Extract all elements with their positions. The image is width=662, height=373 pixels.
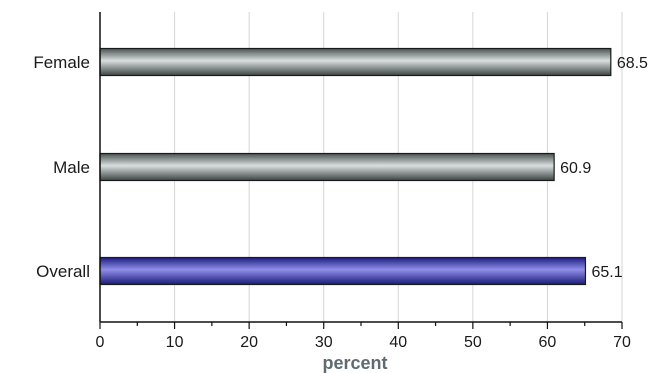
category-labels: Female Male Overall	[33, 53, 90, 281]
x-axis-ticks	[99, 322, 623, 329]
category-label-female: Female	[33, 53, 90, 72]
tick-label-30: 30	[315, 334, 333, 351]
tick-label-0: 0	[96, 334, 105, 351]
bar-overall	[99, 256, 587, 286]
x-axis-title: percent	[322, 353, 387, 373]
value-label-overall: 65.1	[591, 264, 622, 281]
value-label-female: 68.5	[617, 55, 648, 72]
tick-label-70: 70	[613, 334, 631, 351]
category-label-overall: Overall	[36, 262, 90, 281]
tick-label-20: 20	[240, 334, 258, 351]
bar-female	[99, 47, 612, 77]
value-labels: 68.5 60.9 65.1	[560, 55, 648, 281]
tick-label-60: 60	[539, 334, 557, 351]
tick-label-10: 10	[166, 334, 184, 351]
tick-label-50: 50	[464, 334, 482, 351]
value-label-male: 60.9	[560, 160, 591, 177]
x-axis-tick-labels: 0 10 20 30 40 50 60 70	[96, 334, 631, 351]
bars	[99, 47, 612, 286]
bar-male	[99, 152, 555, 182]
tick-label-40: 40	[389, 334, 407, 351]
category-label-male: Male	[53, 158, 90, 177]
